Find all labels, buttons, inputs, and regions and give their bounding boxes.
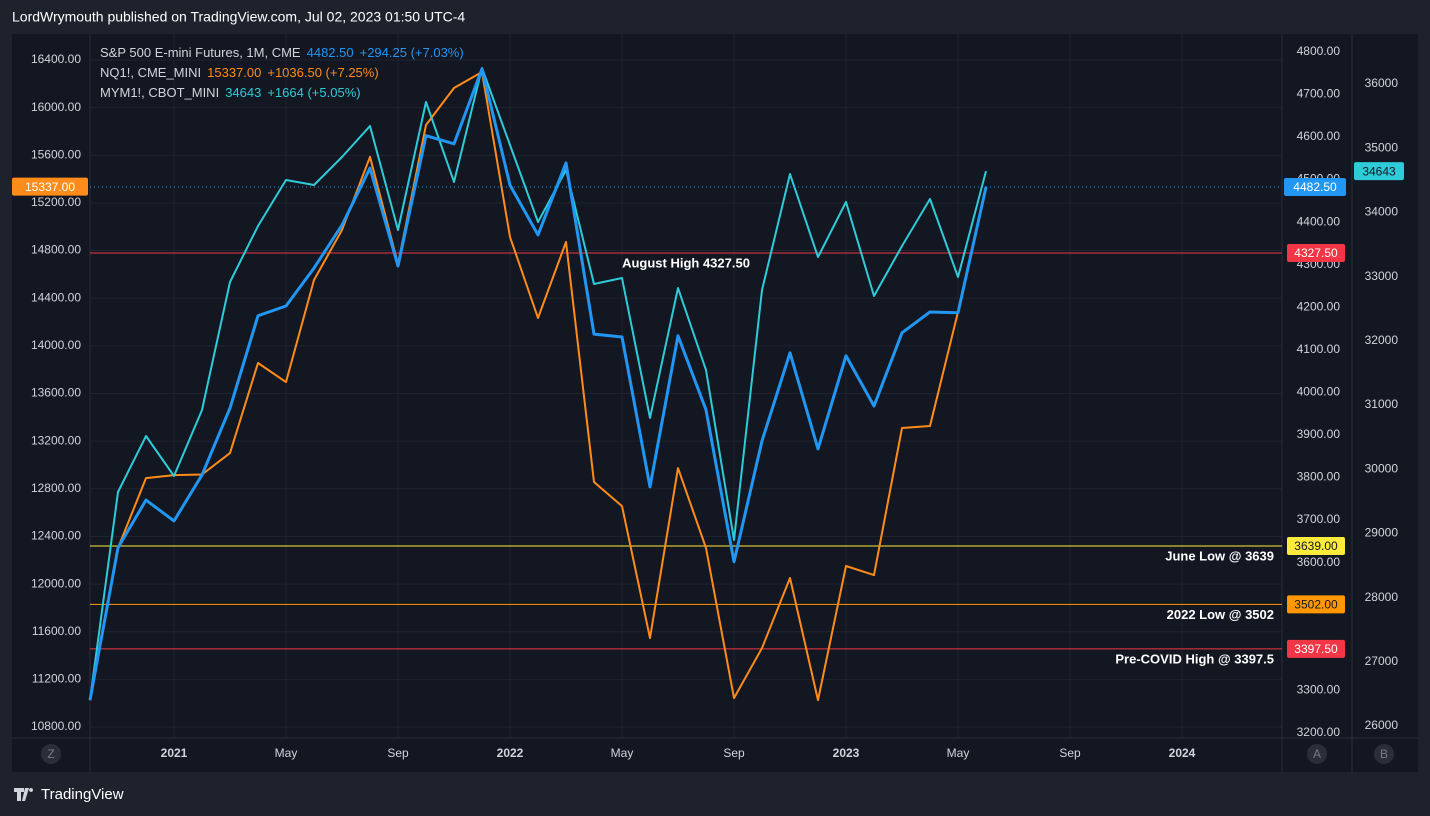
- last-price-label: 15337.00: [25, 180, 75, 194]
- last-price-tag: [12, 177, 88, 196]
- y3-tick-label: 30000: [1365, 461, 1399, 475]
- series-line: [88, 67, 988, 701]
- y3-tick-label: 28000: [1365, 590, 1399, 604]
- series-line: [89, 70, 987, 702]
- x-tick-label: May: [275, 746, 298, 760]
- legend-entry: NQ1!, CME_MINI 15337.00 +1036.50 (+7.25%): [100, 65, 379, 80]
- x-tick-label: Sep: [1059, 746, 1081, 760]
- y3-tick-label: 29000: [1365, 526, 1399, 540]
- y-tick-label: 13600.00: [31, 386, 81, 400]
- y2-tick-label: 4100.00: [1297, 342, 1341, 356]
- x-tick-label: 2022: [497, 746, 524, 760]
- y3-tick-label: 35000: [1365, 140, 1399, 154]
- y3-tick-label: 34000: [1365, 205, 1399, 219]
- x-tick-label: Sep: [723, 746, 745, 760]
- y2-tick-label: 3200.00: [1297, 725, 1341, 739]
- level-tag: [1287, 639, 1345, 658]
- y2-tick-label: 4700.00: [1297, 87, 1341, 101]
- y-tick-label: 16400.00: [31, 52, 81, 66]
- level-tag-label: 4327.50: [1294, 246, 1338, 260]
- level-tag: [1287, 537, 1345, 556]
- y-tick-label: 12400.00: [31, 529, 81, 543]
- legend-name: S&P 500 E-mini Futures, 1M, CME: [100, 45, 301, 60]
- y-tick-label: 12000.00: [31, 576, 81, 590]
- legend-name: NQ1!, CME_MINI: [100, 65, 201, 80]
- y3-tick-label: 27000: [1365, 654, 1399, 668]
- logo-text: TradingView: [41, 786, 124, 803]
- y2-tick-label: 4000.00: [1297, 385, 1341, 399]
- legend-name: MYM1!, CBOT_MINI: [100, 85, 219, 100]
- y-tick-label: 11600.00: [32, 624, 81, 638]
- y2-tick-label: 3700.00: [1297, 512, 1341, 526]
- scale-button-label: Z: [47, 747, 54, 761]
- scale-button[interactable]: [1307, 744, 1327, 764]
- level-tag-label: 3639.00: [1294, 539, 1338, 553]
- y-tick-label: 15200.00: [31, 195, 81, 209]
- legend-price: 15337.00: [207, 65, 261, 80]
- level-tag: [1287, 595, 1345, 614]
- legend-price: 4482.50: [307, 45, 354, 60]
- y-tick-label: 10800.00: [31, 719, 81, 733]
- y3-tick-label: 36000: [1365, 76, 1399, 90]
- y-tick-label: 12800.00: [31, 481, 81, 495]
- level-tag: [1287, 243, 1345, 262]
- y-tick-label: 14400.00: [31, 290, 81, 304]
- legend-change: +1664 (+5.05%): [267, 85, 360, 100]
- x-tick-label: May: [947, 746, 970, 760]
- level-text: August High 4327.50: [622, 255, 750, 270]
- x-tick-label: Sep: [387, 746, 409, 760]
- scale-button-label: B: [1380, 747, 1388, 761]
- logo-icon: [14, 788, 34, 801]
- last-price-tag: [1354, 162, 1404, 181]
- y-tick-label: 11200.00: [32, 672, 81, 686]
- last-price-label: 34643: [1362, 164, 1396, 178]
- level-tag-label: 3502.00: [1294, 598, 1338, 612]
- legend-price: 34643: [225, 85, 261, 100]
- y-tick-label: 13200.00: [31, 433, 81, 447]
- x-tick-label: May: [611, 746, 634, 760]
- logo: TradingView: [14, 786, 124, 803]
- last-price-label: 4482.50: [1293, 180, 1337, 194]
- legend-entry: S&P 500 E-mini Futures, 1M, CME 4482.50 +2…: [100, 45, 464, 60]
- legend-entry: MYM1!, CBOT_MINI 34643 +1664 (+5.05%): [100, 85, 361, 100]
- y3-tick-label: 33000: [1365, 269, 1399, 283]
- last-price-tag: [1284, 178, 1346, 197]
- level-text: 2022 Low @ 3502: [1167, 607, 1274, 622]
- y-tick-label: 16000.00: [31, 100, 81, 114]
- level-tag-label: 3397.50: [1294, 642, 1338, 656]
- x-tick-label: 2021: [161, 746, 188, 760]
- x-tick-label: 2024: [1169, 746, 1196, 760]
- y2-tick-label: 3800.00: [1297, 470, 1341, 484]
- legend-change: +1036.50 (+7.25%): [267, 65, 378, 80]
- y2-tick-label: 4400.00: [1297, 214, 1341, 228]
- scale-button[interactable]: [41, 744, 61, 764]
- y-tick-label: 14000.00: [31, 338, 81, 352]
- y3-tick-label: 31000: [1365, 397, 1399, 411]
- series-line: [89, 67, 987, 701]
- scale-button[interactable]: [1374, 744, 1394, 764]
- y2-tick-label: 3600.00: [1297, 555, 1341, 569]
- x-tick-label: 2023: [833, 746, 860, 760]
- level-text: Pre-COVID High @ 3397.5: [1115, 651, 1274, 666]
- y3-tick-label: 32000: [1365, 333, 1399, 347]
- y3-tick-label: 26000: [1365, 718, 1399, 732]
- y2-tick-label: 4800.00: [1297, 44, 1341, 58]
- y2-tick-label: 3300.00: [1297, 683, 1341, 697]
- legend-change: +294.25 (+7.03%): [360, 45, 464, 60]
- y-tick-label: 14800.00: [31, 243, 81, 257]
- level-text: June Low @ 3639: [1165, 548, 1274, 563]
- y-tick-label: 15600.00: [31, 147, 81, 161]
- scale-button-label: A: [1313, 747, 1321, 761]
- y2-tick-label: 4600.00: [1297, 129, 1341, 143]
- y2-tick-label: 3900.00: [1297, 427, 1341, 441]
- header: LordWrymouth published on TradingView.co…: [12, 9, 465, 25]
- y2-tick-label: 4200.00: [1297, 299, 1341, 313]
